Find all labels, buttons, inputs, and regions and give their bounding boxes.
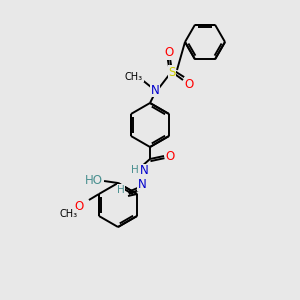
Text: O: O: [184, 77, 194, 91]
Text: O: O: [164, 46, 174, 59]
Text: H: H: [117, 185, 125, 195]
Text: CH₃: CH₃: [125, 72, 143, 82]
Text: O: O: [165, 149, 175, 163]
Text: H: H: [131, 165, 139, 175]
Text: O: O: [74, 200, 84, 212]
Text: N: N: [138, 178, 146, 190]
Text: S: S: [168, 65, 176, 79]
Text: N: N: [140, 164, 148, 178]
Text: CH₃: CH₃: [60, 209, 78, 219]
Text: HO: HO: [85, 175, 103, 188]
Text: N: N: [151, 83, 159, 97]
